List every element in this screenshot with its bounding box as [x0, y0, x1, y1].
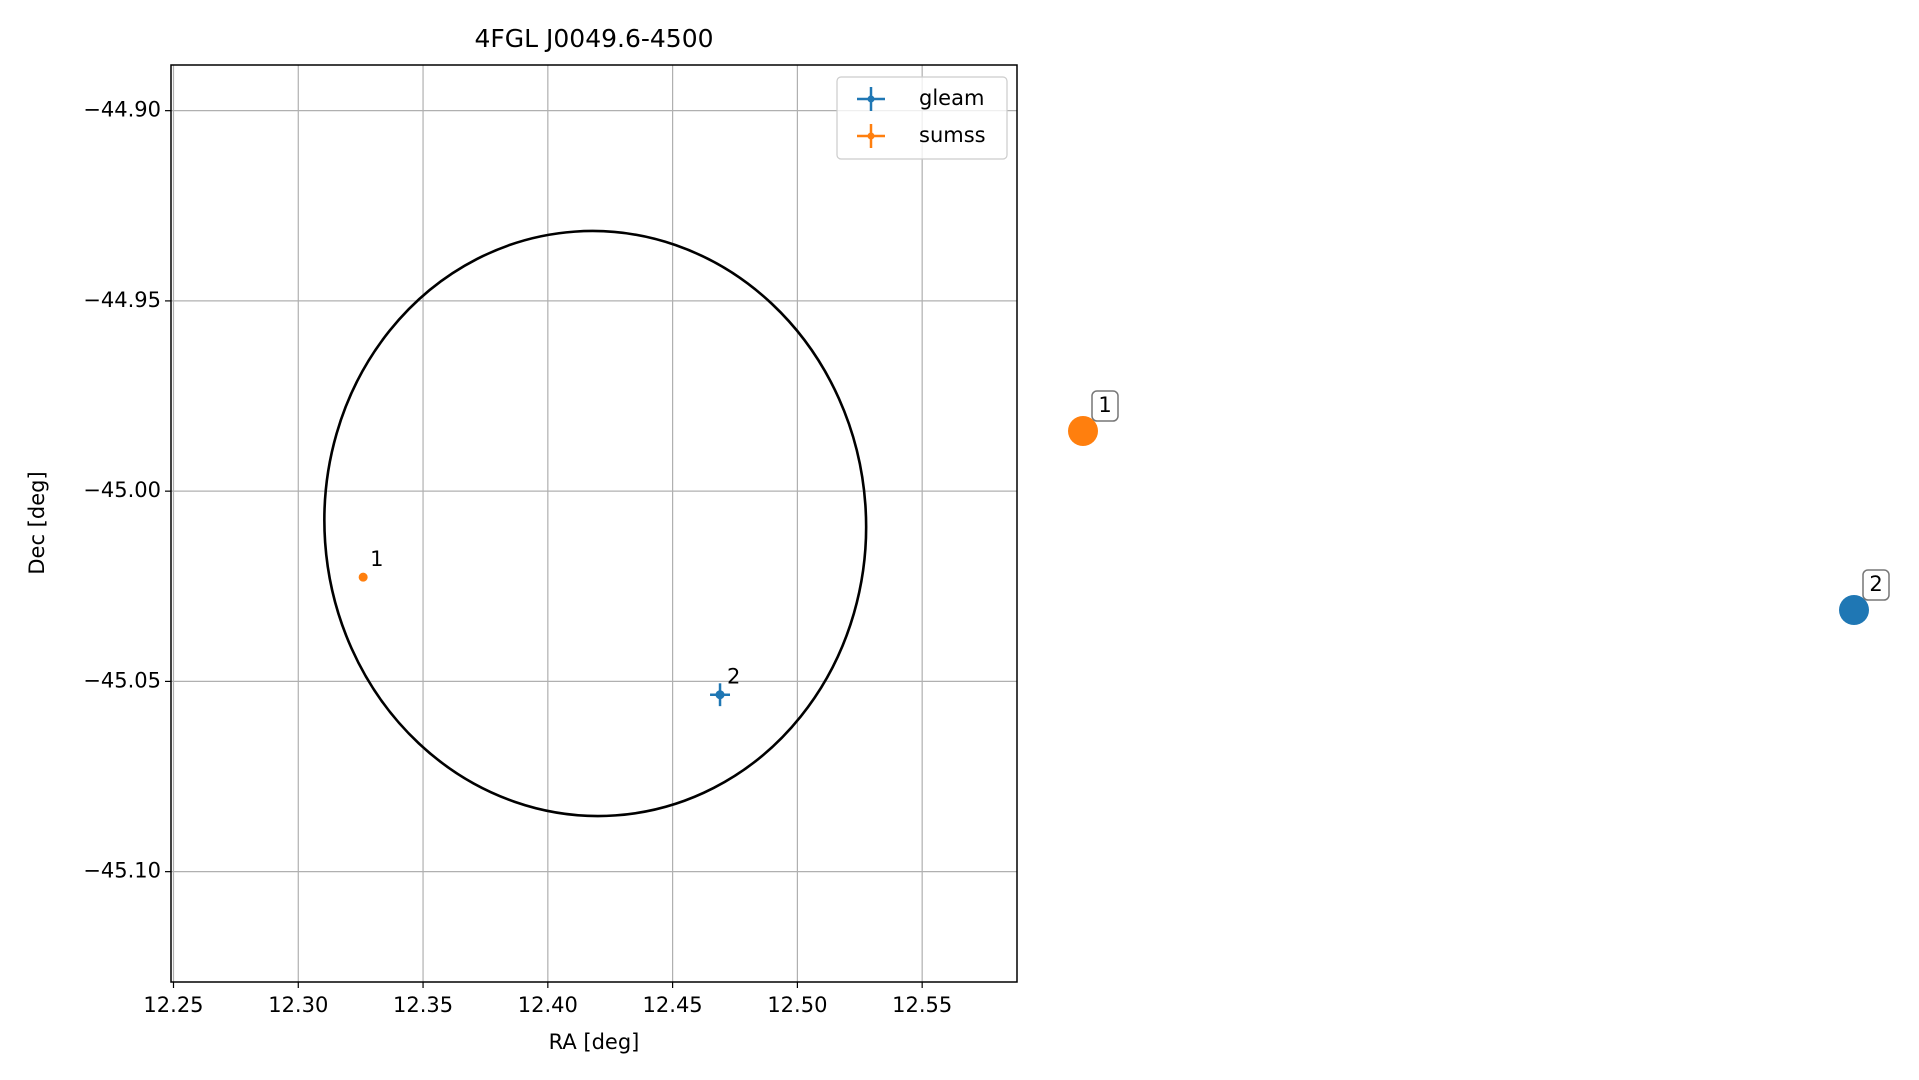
- legend-swatch: [867, 95, 875, 103]
- x-axis-label: RA [deg]: [549, 1030, 640, 1054]
- dot: [1839, 595, 1869, 625]
- dot-label-box: [1862, 569, 1890, 601]
- point: [358, 572, 368, 582]
- x-tick-label: 12.50: [767, 993, 827, 1017]
- point-label: 1: [370, 547, 383, 571]
- plot-frame: [170, 64, 1018, 983]
- y-tick-label: −44.90: [83, 98, 161, 122]
- x-tick-label: 12.25: [143, 993, 203, 1017]
- point: [715, 690, 725, 700]
- dot-label: 2: [1869, 572, 1882, 596]
- x-tick-label: 12.30: [268, 993, 328, 1017]
- y-tick-label: −45.10: [83, 859, 161, 883]
- legend-swatch: [867, 132, 875, 140]
- y-tick-label: −45.05: [83, 668, 161, 692]
- point-label: 2: [727, 665, 740, 689]
- legend-label: sumss: [919, 123, 986, 147]
- y-axis-label: Dec [deg]: [25, 471, 49, 574]
- chart-title: 4FGL J0049.6-4500: [474, 24, 713, 53]
- legend-box: [836, 76, 1008, 160]
- dot-label: 1: [1098, 393, 1111, 417]
- x-tick-label: 12.45: [643, 993, 703, 1017]
- x-tick-label: 12.40: [518, 993, 578, 1017]
- x-tick-label: 12.35: [393, 993, 453, 1017]
- dot-label-box: [1091, 390, 1119, 422]
- error-ellipse: [323, 229, 868, 818]
- y-tick-label: −44.95: [83, 288, 161, 312]
- legend-label: gleam: [919, 86, 984, 110]
- y-tick-label: −45.00: [83, 478, 161, 502]
- x-tick-label: 12.55: [892, 993, 952, 1017]
- dot: [1068, 416, 1098, 446]
- legend: gleam sumss: [836, 76, 1008, 160]
